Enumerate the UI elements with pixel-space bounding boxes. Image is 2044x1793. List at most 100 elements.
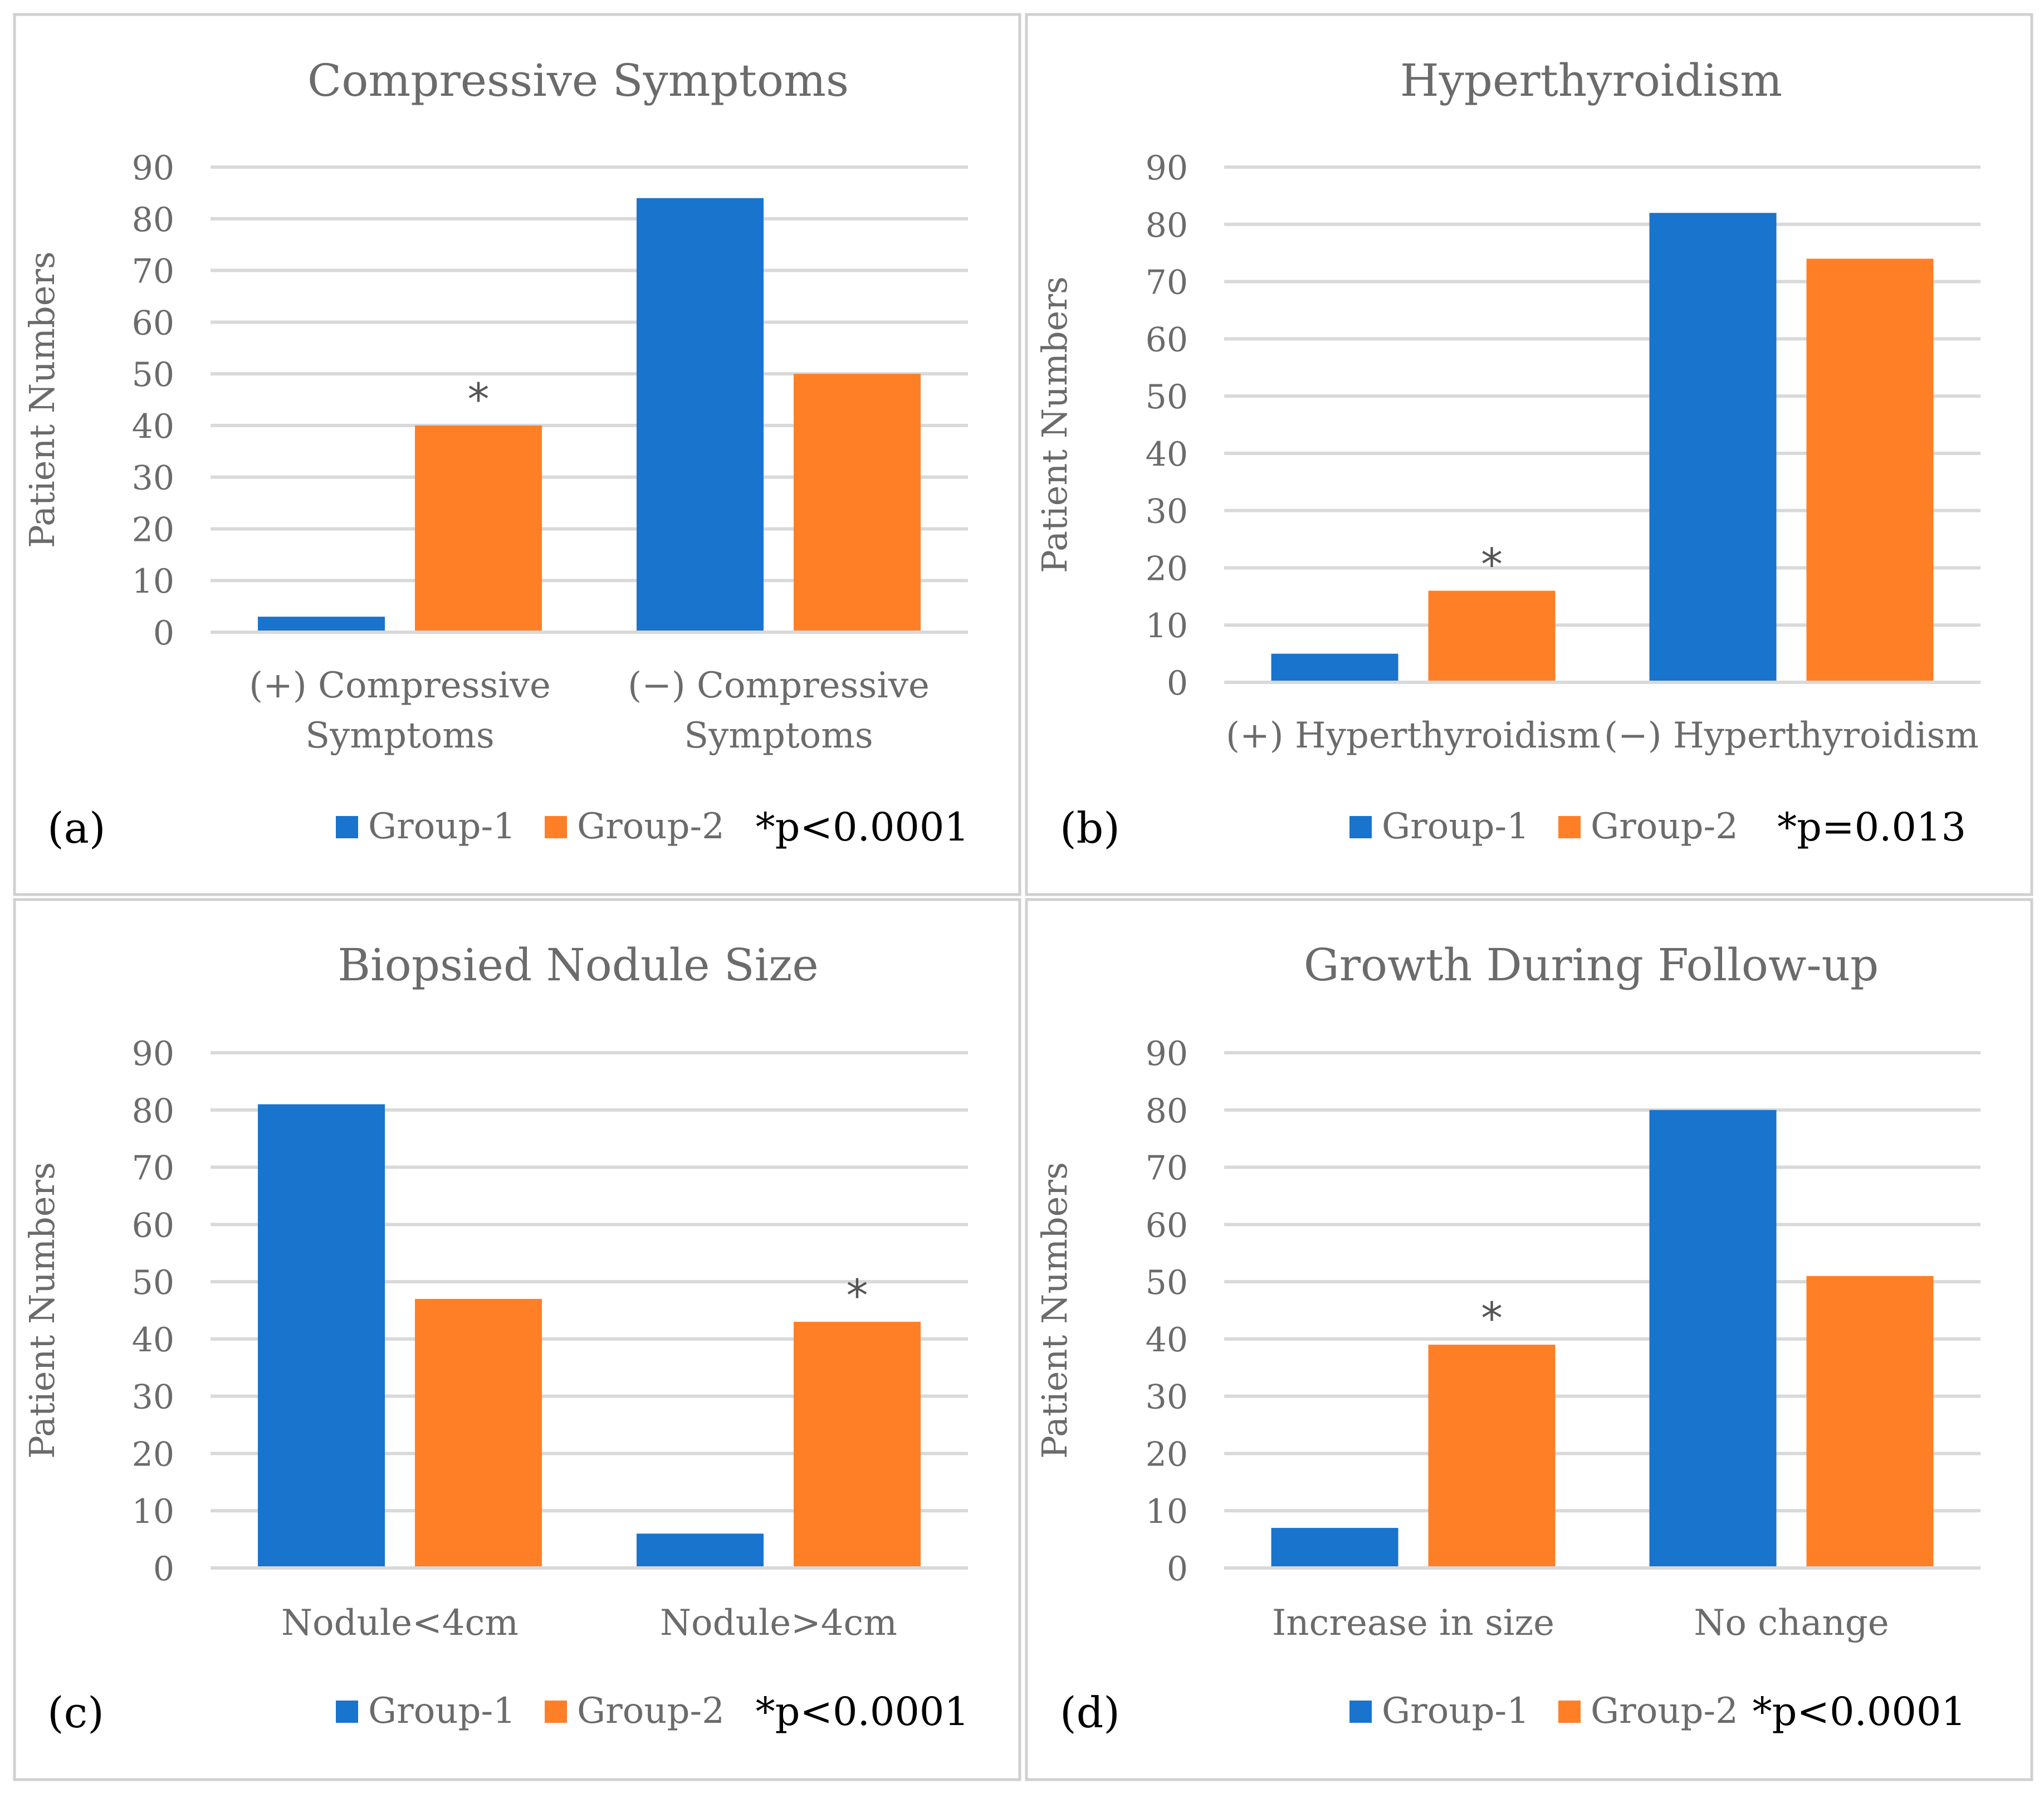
significance-star: *: [1481, 1294, 1503, 1344]
x-category-label: Increase in size: [1272, 1603, 1554, 1644]
bar-group-2-cat1: [415, 425, 542, 632]
y-tick-label: 80: [1146, 206, 1188, 245]
chart-panel-b: Hyperthyroidism 0 10 20 30 40 50 60 70 80 90 Patien…: [1025, 13, 2033, 896]
y-tick-label: 60: [132, 1206, 174, 1245]
chart-title: Compressive Symptoms: [307, 55, 849, 106]
legend-label: Group-1: [368, 1691, 516, 1732]
legend-swatch-group-2: [545, 816, 567, 838]
bar-group-1-cat1: [1271, 653, 1398, 682]
x-category-label: (+) Compressive: [249, 665, 551, 706]
chart-title: Growth During Follow-up: [1304, 939, 1879, 991]
x-category-label: Symptoms: [305, 715, 494, 756]
legend-label: Group-1: [1382, 806, 1529, 847]
y-tick-label: 50: [1146, 378, 1188, 417]
bar-group-2-cat2: [794, 374, 921, 632]
legend-swatch-group-2: [545, 1701, 567, 1723]
bar-group-2-cat2: [794, 1322, 921, 1568]
y-tick-label: 30: [1146, 1378, 1188, 1417]
y-tick-label: 60: [1146, 320, 1188, 359]
y-tick-label: 20: [1146, 549, 1188, 588]
panel-label: (b): [1060, 803, 1120, 853]
x-category-label: (+) Hyperthyroidism: [1226, 715, 1601, 756]
y-tick-label: 90: [132, 1034, 174, 1073]
y-tick-label: 50: [132, 1263, 174, 1302]
y-tick-label: 90: [1146, 149, 1188, 188]
bar-group-1-cat1: [258, 617, 385, 632]
bar-group-1-cat2: [1649, 1110, 1777, 1568]
chart-title: Hyperthyroidism: [1400, 55, 1782, 106]
bar-group-2-cat1: [1428, 590, 1556, 682]
bar-group-1-cat1: [258, 1104, 385, 1568]
y-tick-label: 80: [1146, 1092, 1188, 1131]
y-tick-label: 90: [1146, 1034, 1188, 1073]
y-tick-label: 70: [132, 252, 174, 291]
x-category-label: (−) Hyperthyroidism: [1604, 715, 1979, 756]
legend-label: Group-2: [1591, 806, 1738, 847]
bar-group-2-cat1: [415, 1298, 542, 1568]
y-tick-label: 90: [132, 149, 174, 188]
y-tick-label: 50: [132, 355, 174, 394]
y-tick-label: 40: [132, 1321, 174, 1360]
y-tick-label: 10: [1146, 1492, 1188, 1531]
y-tick-label: 10: [1146, 607, 1188, 646]
y-tick-label: 20: [132, 1435, 174, 1474]
bar-group-1-cat1: [1271, 1528, 1398, 1568]
chart-panel-c: Biopsied Nodule Size 0 10 20 30 40 50 60 70 80 90 P…: [13, 898, 1021, 1781]
y-tick-label: 10: [132, 562, 174, 601]
y-tick-label: 70: [1146, 263, 1188, 302]
panel-border: [13, 898, 1021, 1781]
legend-swatch-group-2: [1558, 1701, 1581, 1723]
y-tick-label: 20: [1146, 1435, 1188, 1474]
panel-label: (d): [1060, 1688, 1120, 1737]
y-tick-label: 70: [132, 1149, 174, 1188]
y-tick-label: 30: [1146, 492, 1188, 531]
y-tick-label: 80: [132, 201, 174, 240]
p-value-note: *p<0.0001: [756, 1689, 969, 1735]
y-tick-label: 0: [1167, 664, 1188, 703]
panel-border: [1025, 13, 2033, 896]
panel-border: [1025, 898, 2033, 1781]
legend-label: Group-1: [1382, 1691, 1529, 1732]
significance-star: *: [1481, 540, 1503, 590]
y-tick-label: 60: [132, 304, 174, 343]
y-tick-label: 40: [1146, 435, 1188, 474]
legend-label: Group-2: [1591, 1691, 1738, 1732]
x-category-label: No change: [1694, 1603, 1889, 1644]
y-axis-label: Patient Numbers: [1034, 276, 1075, 573]
y-tick-label: 0: [153, 614, 174, 653]
panel-border: [13, 13, 1021, 896]
x-category-label: (−) Compressive: [628, 665, 930, 706]
y-tick-label: 60: [1146, 1206, 1188, 1245]
y-tick-label: 50: [1146, 1263, 1188, 1302]
legend-swatch-group-1: [1349, 1701, 1372, 1723]
significance-star: *: [468, 375, 490, 425]
y-axis-label: Patient Numbers: [1034, 1162, 1075, 1459]
y-tick-label: 30: [132, 459, 174, 498]
y-tick-label: 40: [1146, 1321, 1188, 1360]
p-value-note: *p<0.0001: [756, 804, 969, 850]
y-axis-label: Patient Numbers: [22, 251, 62, 548]
y-tick-label: 40: [132, 407, 174, 446]
chart-panel-a: Compressive Symptoms 0 10 20 30 40 50 60 70 80 90 P…: [13, 13, 1021, 896]
y-tick-label: 0: [1167, 1550, 1188, 1589]
y-tick-label: 10: [132, 1492, 174, 1531]
panel-label: (c): [47, 1688, 104, 1737]
bar-group-2-cat2: [1806, 258, 1934, 682]
p-value-note: *p=0.013: [1777, 804, 1966, 850]
y-tick-label: 0: [153, 1550, 174, 1589]
x-category-label: Symptoms: [684, 715, 873, 756]
p-value-note: *p<0.0001: [1753, 1689, 1966, 1735]
legend-swatch-group-1: [336, 816, 358, 838]
y-tick-label: 20: [132, 510, 174, 549]
x-category-label: Nodule>4cm: [660, 1603, 897, 1644]
x-category-label: Nodule<4cm: [281, 1603, 519, 1644]
panel-label: (a): [47, 803, 106, 853]
legend-label: Group-2: [577, 1691, 725, 1732]
y-axis-label: Patient Numbers: [22, 1162, 62, 1459]
y-tick-label: 80: [132, 1092, 174, 1131]
legend-swatch-group-2: [1558, 816, 1581, 838]
chart-title: Biopsied Nodule Size: [338, 939, 819, 991]
chart-panel-d: Growth During Follow-up 0 10 20 30 40 50 60 70 80…: [1025, 898, 2033, 1781]
bar-group-1-cat2: [1649, 213, 1777, 682]
